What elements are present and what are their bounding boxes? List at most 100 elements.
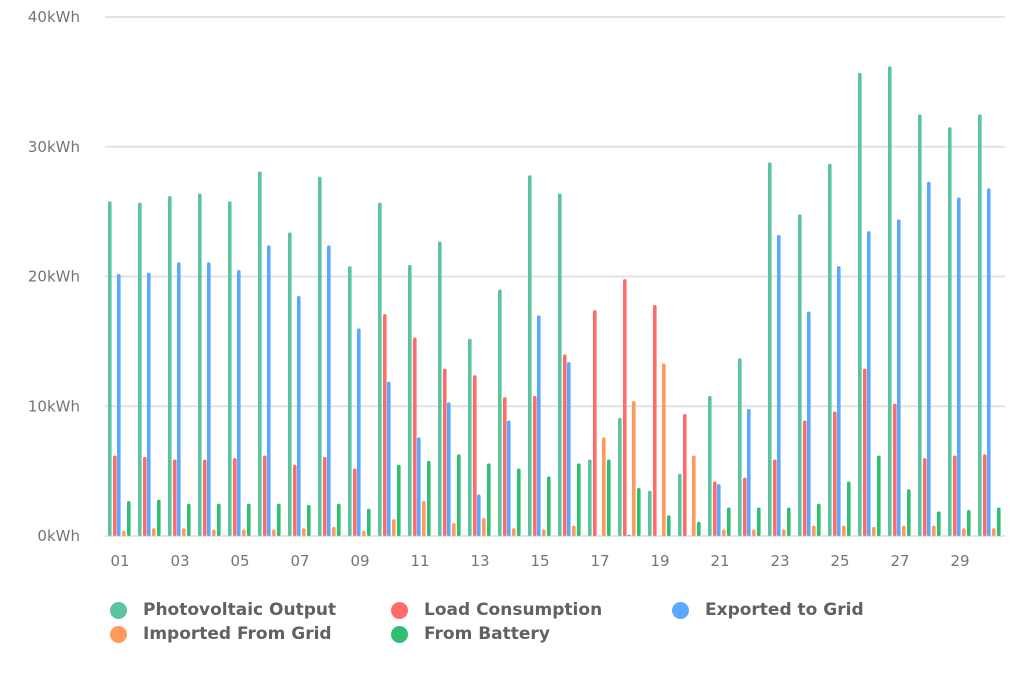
bar-imported-from-grid[interactable] [602,437,606,536]
bar-from-battery[interactable] [247,503,251,536]
bar-photovoltaic-output[interactable] [108,201,112,536]
bar-from-battery[interactable] [817,503,821,536]
bar-imported-from-grid[interactable] [182,528,186,536]
bar-load-consumption[interactable] [773,459,777,536]
bar-imported-from-grid[interactable] [482,517,486,536]
bar-from-battery[interactable] [427,460,431,536]
bar-photovoltaic-output[interactable] [768,162,772,536]
bar-exported-to-grid[interactable] [297,295,301,536]
bar-photovoltaic-output[interactable] [798,214,802,536]
bar-imported-from-grid[interactable] [542,529,546,536]
bar-load-consumption[interactable] [893,403,897,536]
bar-from-battery[interactable] [457,454,461,536]
bar-from-battery[interactable] [547,476,551,536]
bar-load-consumption[interactable] [413,337,417,536]
bar-imported-from-grid[interactable] [332,526,336,536]
bar-load-consumption[interactable] [743,477,747,536]
bar-exported-to-grid[interactable] [267,245,271,537]
bar-photovoltaic-output[interactable] [228,201,232,536]
bar-exported-to-grid[interactable] [897,219,901,536]
bar-imported-from-grid[interactable] [662,363,666,536]
bar-exported-to-grid[interactable] [357,328,361,536]
bar-photovoltaic-output[interactable] [348,266,352,536]
bar-imported-from-grid[interactable] [962,528,966,536]
bar-from-battery[interactable] [127,500,131,536]
bar-photovoltaic-output[interactable] [378,202,382,537]
bar-load-consumption[interactable] [383,314,387,536]
bar-imported-from-grid[interactable] [722,529,726,536]
bar-imported-from-grid[interactable] [422,500,426,536]
bar-exported-to-grid[interactable] [867,231,871,536]
bar-imported-from-grid[interactable] [362,530,366,536]
bar-from-battery[interactable] [397,464,401,536]
bar-load-consumption[interactable] [953,455,957,536]
bar-from-battery[interactable] [487,463,491,536]
bar-load-consumption[interactable] [923,458,927,536]
bar-photovoltaic-output[interactable] [828,163,832,536]
bar-exported-to-grid[interactable] [177,262,181,536]
bar-load-consumption[interactable] [293,464,297,536]
bar-from-battery[interactable] [907,489,911,536]
bar-load-consumption[interactable] [113,455,117,536]
bar-imported-from-grid[interactable] [452,523,456,536]
bar-from-battery[interactable] [877,455,881,536]
bar-load-consumption[interactable] [533,395,537,536]
bar-load-consumption[interactable] [593,310,597,536]
bar-from-battery[interactable] [307,504,311,536]
bar-load-consumption[interactable] [143,456,147,536]
bar-imported-from-grid[interactable] [632,401,636,536]
bar-from-battery[interactable] [187,503,191,536]
bar-photovoltaic-output[interactable] [138,202,142,537]
bar-load-consumption[interactable] [263,455,267,536]
bar-from-battery[interactable] [217,503,221,536]
bar-photovoltaic-output[interactable] [948,127,952,536]
bar-from-battery[interactable] [967,510,971,536]
bar-photovoltaic-output[interactable] [408,264,412,536]
bar-photovoltaic-output[interactable] [888,66,892,537]
bar-imported-from-grid[interactable] [302,528,306,536]
bar-load-consumption[interactable] [233,458,237,536]
bar-from-battery[interactable] [757,507,761,536]
bar-exported-to-grid[interactable] [627,534,631,536]
bar-from-battery[interactable] [997,507,1001,536]
bar-load-consumption[interactable] [653,305,657,536]
bar-exported-to-grid[interactable] [717,484,721,536]
bar-photovoltaic-output[interactable] [288,232,292,536]
bar-photovoltaic-output[interactable] [498,289,502,536]
bar-from-battery[interactable] [727,507,731,536]
bar-exported-to-grid[interactable] [327,245,331,537]
bar-photovoltaic-output[interactable] [858,72,862,536]
bar-photovoltaic-output[interactable] [648,490,652,536]
bar-from-battery[interactable] [277,503,281,536]
bar-exported-to-grid[interactable] [237,270,241,536]
bar-imported-from-grid[interactable] [902,525,906,536]
bar-load-consumption[interactable] [563,354,567,536]
bar-load-consumption[interactable] [833,411,837,536]
bar-imported-from-grid[interactable] [512,528,516,536]
bar-imported-from-grid[interactable] [782,529,786,536]
bar-exported-to-grid[interactable] [507,420,511,536]
bar-imported-from-grid[interactable] [242,529,246,536]
legend-item-imported-from-grid[interactable]: Imported From Grid [110,624,332,644]
bar-exported-to-grid[interactable] [537,315,541,536]
bar-load-consumption[interactable] [503,397,507,536]
bar-from-battery[interactable] [157,499,161,536]
bar-photovoltaic-output[interactable] [558,193,562,536]
bar-from-battery[interactable] [847,481,851,536]
bar-load-consumption[interactable] [863,368,867,536]
bar-imported-from-grid[interactable] [932,525,936,536]
bar-from-battery[interactable] [367,508,371,536]
bar-imported-from-grid[interactable] [872,526,876,536]
bar-photovoltaic-output[interactable] [258,171,262,536]
bar-exported-to-grid[interactable] [447,402,451,536]
bar-exported-to-grid[interactable] [987,188,991,536]
bar-photovoltaic-output[interactable] [918,114,922,536]
bar-photovoltaic-output[interactable] [978,114,982,536]
bar-exported-to-grid[interactable] [747,408,751,536]
legend-item-from-battery[interactable]: From Battery [391,624,550,644]
bar-load-consumption[interactable] [623,279,627,536]
bar-imported-from-grid[interactable] [122,530,126,536]
bar-imported-from-grid[interactable] [212,529,216,536]
bar-imported-from-grid[interactable] [152,528,156,536]
bar-from-battery[interactable] [607,459,611,536]
